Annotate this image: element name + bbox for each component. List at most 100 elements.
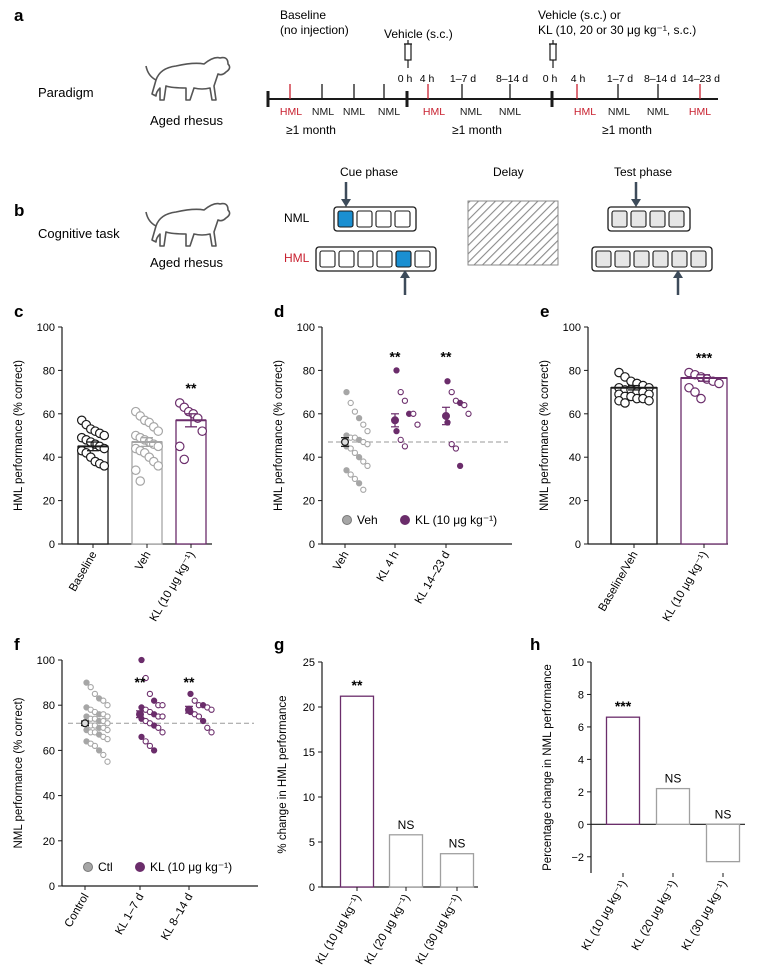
panel-b-label: Cognitive task bbox=[38, 226, 120, 241]
data-point bbox=[360, 421, 367, 428]
panel-e-letter: e bbox=[540, 302, 549, 321]
legend-marker-kl bbox=[135, 862, 145, 872]
data-point bbox=[159, 729, 166, 736]
duration-label: ≥1 month bbox=[452, 123, 502, 137]
data-point bbox=[444, 378, 451, 385]
panel-d-letter: d bbox=[274, 302, 284, 321]
significance-label: ** bbox=[135, 674, 146, 690]
task-boxes bbox=[315, 206, 713, 272]
task-cell bbox=[595, 250, 612, 268]
data-point bbox=[461, 401, 468, 409]
task-cell bbox=[671, 250, 688, 268]
data-point bbox=[87, 683, 94, 691]
bar bbox=[605, 716, 641, 825]
y-tick-label: 100 bbox=[563, 322, 581, 334]
legend-label: Ctl bbox=[98, 860, 113, 874]
phase2-title: Vehicle (s.c.) bbox=[384, 27, 453, 41]
duration-label: ≥1 month bbox=[286, 123, 336, 137]
x-tick-label: Veh bbox=[133, 550, 153, 573]
data-point bbox=[104, 720, 111, 727]
task-label: NML bbox=[460, 106, 482, 118]
data-point bbox=[360, 458, 367, 465]
y-tick-label: 60 bbox=[43, 409, 55, 421]
y-axis-label: Percentage change in NML performance bbox=[542, 664, 554, 871]
legend-label: Veh bbox=[357, 513, 378, 527]
y-tick-label: 10 bbox=[303, 792, 315, 804]
data-point bbox=[401, 443, 409, 450]
data-point bbox=[142, 738, 149, 745]
task-cell bbox=[690, 250, 707, 268]
x-tick-label: Control bbox=[63, 892, 92, 930]
task-label: NML bbox=[647, 106, 669, 118]
bar bbox=[439, 853, 475, 888]
data-point bbox=[174, 441, 185, 452]
delay-label: Delay bbox=[493, 165, 524, 179]
data-point bbox=[104, 735, 111, 743]
cue-phase-label: Cue phase bbox=[340, 165, 398, 179]
bar bbox=[339, 695, 375, 888]
data-point bbox=[199, 717, 207, 725]
y-tick-label: 8 bbox=[578, 689, 584, 701]
y-tick-label: 40 bbox=[43, 452, 55, 464]
task-label: HML bbox=[689, 106, 711, 118]
data-point bbox=[130, 465, 141, 476]
syringe-icon bbox=[549, 40, 557, 68]
significance-label: ** bbox=[184, 674, 195, 690]
task-label: NML bbox=[378, 106, 400, 118]
task-cell bbox=[376, 250, 393, 268]
data-point bbox=[135, 476, 146, 486]
data-point bbox=[138, 733, 145, 740]
monkey-icon bbox=[145, 56, 231, 101]
data-point bbox=[448, 388, 455, 396]
data-point bbox=[360, 486, 367, 493]
y-tick-label: 80 bbox=[303, 365, 315, 377]
y-tick-label: 25 bbox=[303, 657, 315, 669]
task-cell bbox=[414, 250, 431, 268]
task-label: HML bbox=[423, 106, 445, 118]
data-point bbox=[714, 378, 724, 389]
x-tick-label: Baseline/Veh bbox=[597, 550, 641, 614]
y-tick-label: 100 bbox=[37, 322, 55, 334]
panel-h-chart: −2 0 2 4 6 8 10 Percentage change in NML perfor… bbox=[542, 657, 745, 953]
y-tick-label: 40 bbox=[303, 452, 315, 464]
significance-label: *** bbox=[696, 350, 713, 366]
time-label: 8–14 d bbox=[644, 73, 676, 85]
down-arrow-icon bbox=[341, 182, 351, 207]
data-point bbox=[644, 395, 654, 406]
task-cell bbox=[611, 210, 628, 228]
time-label: 0 h bbox=[398, 73, 413, 85]
y-tick-label: 0 bbox=[49, 539, 55, 551]
time-label: 0 h bbox=[543, 73, 558, 85]
data-point bbox=[91, 690, 99, 698]
data-point bbox=[104, 726, 111, 734]
data-point bbox=[104, 702, 111, 709]
task-cell bbox=[356, 210, 373, 228]
timeline-times: 0 h 4 h 1–7 d 8–14 d 0 h 4 h 1–7 d 8–14 d 14–23 … bbox=[398, 73, 720, 85]
data-point bbox=[104, 758, 111, 765]
panel-b: b Cognitive task Aged rhesus Cue phase D… bbox=[14, 165, 713, 295]
y-tick-label: 100 bbox=[37, 655, 55, 667]
data-point bbox=[347, 399, 354, 407]
significance-label: NS bbox=[449, 837, 466, 851]
x-tick-label: KL (10 μg kg⁻¹) bbox=[148, 549, 198, 623]
data-point bbox=[155, 724, 162, 731]
data-point bbox=[153, 461, 164, 471]
y-tick-label: 0 bbox=[309, 882, 315, 894]
y-tick-label: 0 bbox=[49, 881, 55, 893]
task-label: NML bbox=[608, 106, 630, 118]
legend-marker-control bbox=[83, 862, 93, 872]
data-point bbox=[620, 398, 630, 408]
y-tick-label: 60 bbox=[569, 409, 581, 421]
task-cell bbox=[394, 210, 411, 228]
data-point bbox=[410, 410, 417, 417]
panel-b-animal: Aged rhesus bbox=[150, 255, 223, 270]
y-tick-label: 100 bbox=[297, 322, 315, 334]
x-tick-label: KL (10 μg kg⁻¹) bbox=[661, 549, 711, 623]
timeline-tasks: HML NML NML NML HML NML NML HML NML NML HML bbox=[280, 106, 711, 118]
panel-c-letter: c bbox=[14, 302, 23, 321]
nml-label: NML bbox=[284, 211, 310, 225]
significance-label: ** bbox=[352, 677, 363, 693]
x-tick-label: KL 14–23 d bbox=[413, 550, 453, 607]
data-point bbox=[83, 679, 90, 686]
legend-marker-kl bbox=[400, 515, 410, 525]
